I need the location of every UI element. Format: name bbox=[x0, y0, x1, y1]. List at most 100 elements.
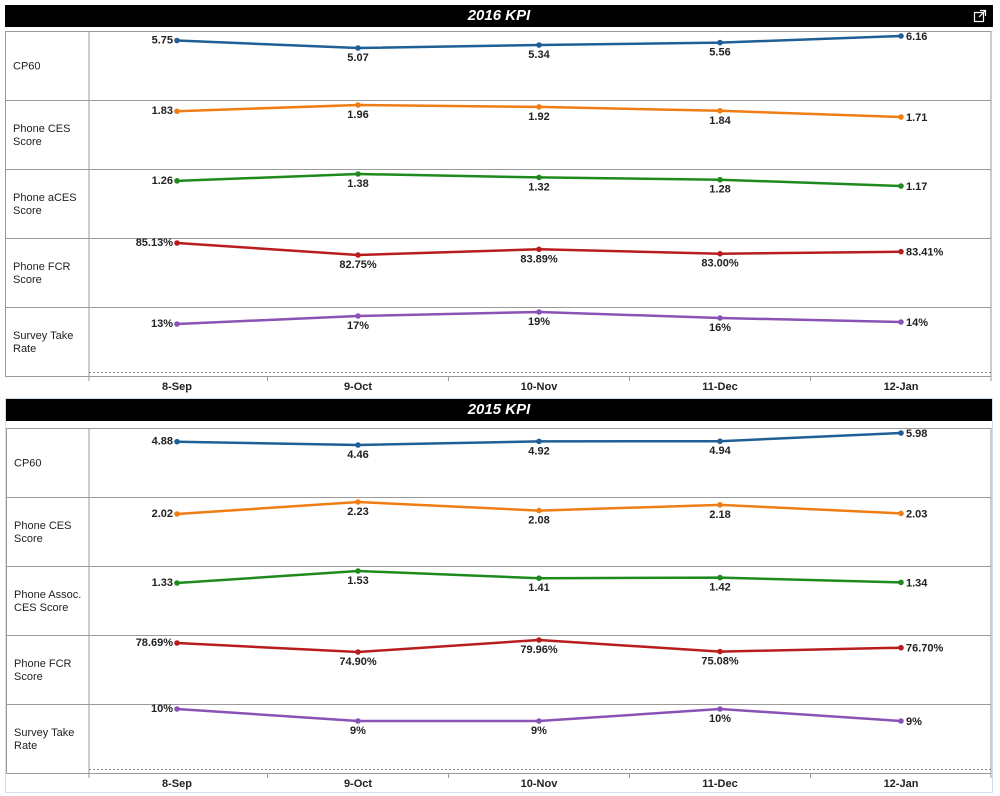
data-point[interactable] bbox=[717, 438, 723, 445]
data-point[interactable] bbox=[536, 309, 542, 315]
data-point[interactable] bbox=[174, 438, 180, 445]
row-label-line: Phone CES bbox=[14, 520, 71, 532]
data-point[interactable] bbox=[174, 37, 180, 44]
data-label: 4.46 bbox=[347, 449, 368, 461]
data-label: 9% bbox=[531, 725, 547, 737]
data-label: 17% bbox=[347, 320, 369, 332]
x-tick-label: 8-Sep bbox=[162, 778, 192, 790]
row-label-phone-aces-score: Phone aCES Score bbox=[13, 192, 77, 217]
data-point[interactable] bbox=[355, 102, 361, 108]
data-point[interactable] bbox=[536, 637, 542, 643]
data-label: 4.94 bbox=[709, 445, 731, 457]
data-label: 83.41% bbox=[906, 247, 944, 259]
data-point[interactable] bbox=[174, 178, 180, 184]
data-label: 5.98 bbox=[906, 428, 927, 440]
data-label: 1.33 bbox=[152, 577, 173, 589]
data-label: 5.75 bbox=[152, 35, 173, 47]
data-point[interactable] bbox=[717, 706, 723, 712]
data-label: 74.90% bbox=[339, 656, 377, 668]
data-label: 78.69% bbox=[136, 637, 174, 649]
data-point[interactable] bbox=[355, 568, 361, 574]
data-point[interactable] bbox=[717, 39, 723, 46]
data-point[interactable] bbox=[355, 252, 361, 258]
data-point[interactable] bbox=[536, 575, 542, 581]
data-label: 14% bbox=[906, 317, 928, 329]
data-label: 19% bbox=[528, 316, 550, 328]
data-point[interactable] bbox=[898, 114, 904, 120]
row-label-cp60: CP60 bbox=[14, 458, 42, 470]
data-point[interactable] bbox=[717, 315, 723, 321]
data-point[interactable] bbox=[174, 321, 180, 327]
data-point[interactable] bbox=[536, 104, 542, 110]
row-label-line: Rate bbox=[14, 740, 37, 752]
data-label: 1.53 bbox=[347, 575, 368, 587]
data-point[interactable] bbox=[355, 442, 361, 448]
data-point[interactable] bbox=[717, 107, 723, 114]
data-point[interactable] bbox=[536, 42, 542, 48]
data-label: 2.18 bbox=[709, 509, 730, 521]
data-point[interactable] bbox=[536, 246, 542, 253]
data-point[interactable] bbox=[898, 510, 904, 517]
data-point[interactable] bbox=[355, 499, 361, 505]
data-label: 1.83 bbox=[152, 105, 173, 117]
data-label: 4.88 bbox=[152, 436, 173, 448]
row-label-line: Survey Take bbox=[13, 330, 73, 342]
row-label-phone-assoc-ces-score: Phone Assoc. CES Score bbox=[14, 589, 81, 614]
row-label-cp60: CP60 bbox=[13, 61, 41, 73]
data-point[interactable] bbox=[174, 511, 180, 517]
data-point[interactable] bbox=[536, 174, 542, 181]
row-label-survey-take-rate: Survey Take Rate bbox=[14, 727, 74, 752]
data-point[interactable] bbox=[898, 319, 904, 325]
data-point[interactable] bbox=[174, 640, 180, 646]
data-point[interactable] bbox=[898, 644, 904, 651]
data-label: 1.71 bbox=[906, 112, 927, 124]
panel-title-text: 2016 KPI bbox=[467, 7, 531, 24]
data-point[interactable] bbox=[898, 33, 904, 39]
panel-title: 2016 KPI bbox=[5, 5, 993, 27]
data-label: 13% bbox=[151, 318, 173, 330]
data-label: 1.38 bbox=[347, 178, 368, 190]
data-label: 1.17 bbox=[906, 181, 927, 193]
data-label: 1.96 bbox=[347, 109, 368, 121]
data-point[interactable] bbox=[898, 718, 904, 724]
data-point[interactable] bbox=[717, 648, 723, 655]
data-label: 85.13% bbox=[136, 237, 174, 249]
x-tick-label: 12-Jan bbox=[884, 778, 919, 790]
data-point[interactable] bbox=[536, 507, 542, 514]
data-point[interactable] bbox=[174, 580, 180, 586]
data-point[interactable] bbox=[355, 649, 361, 655]
data-point[interactable] bbox=[898, 248, 904, 255]
data-point[interactable] bbox=[536, 438, 542, 445]
data-point[interactable] bbox=[717, 574, 723, 581]
data-point[interactable] bbox=[717, 176, 723, 183]
data-label: 1.34 bbox=[906, 577, 928, 589]
data-point[interactable] bbox=[898, 183, 904, 189]
data-point[interactable] bbox=[174, 108, 180, 115]
data-point[interactable] bbox=[355, 171, 361, 177]
data-point[interactable] bbox=[717, 250, 723, 257]
data-label: 2.02 bbox=[152, 508, 173, 520]
data-label: 1.41 bbox=[528, 582, 549, 594]
data-point[interactable] bbox=[717, 502, 723, 508]
data-point[interactable] bbox=[536, 718, 542, 724]
data-point[interactable] bbox=[898, 579, 904, 586]
x-tick-label: 10-Nov bbox=[521, 381, 559, 393]
row-label-survey-take-rate: Survey Take Rate bbox=[13, 330, 73, 355]
data-label: 10% bbox=[151, 703, 173, 715]
data-point[interactable] bbox=[355, 313, 361, 319]
data-point[interactable] bbox=[898, 430, 904, 436]
x-tick-label: 11-Dec bbox=[702, 381, 737, 393]
x-tick-label: 10-Nov bbox=[521, 778, 559, 790]
data-point[interactable] bbox=[174, 240, 180, 246]
x-tick-label: 9-Oct bbox=[344, 381, 372, 393]
row-label-line: Phone Assoc. bbox=[14, 589, 81, 601]
data-label: 1.26 bbox=[152, 175, 173, 187]
row-label-line: Phone aCES bbox=[13, 192, 77, 204]
external-link-icon[interactable] bbox=[973, 9, 987, 23]
data-label: 9% bbox=[906, 716, 922, 728]
kpi-panel-2016: 2016 KPI CP60 5.75 5.07 5.34 5.56 6.16 Phone C… bbox=[5, 5, 993, 393]
data-point[interactable] bbox=[355, 718, 361, 724]
data-point[interactable] bbox=[355, 45, 361, 51]
data-point[interactable] bbox=[174, 706, 180, 712]
